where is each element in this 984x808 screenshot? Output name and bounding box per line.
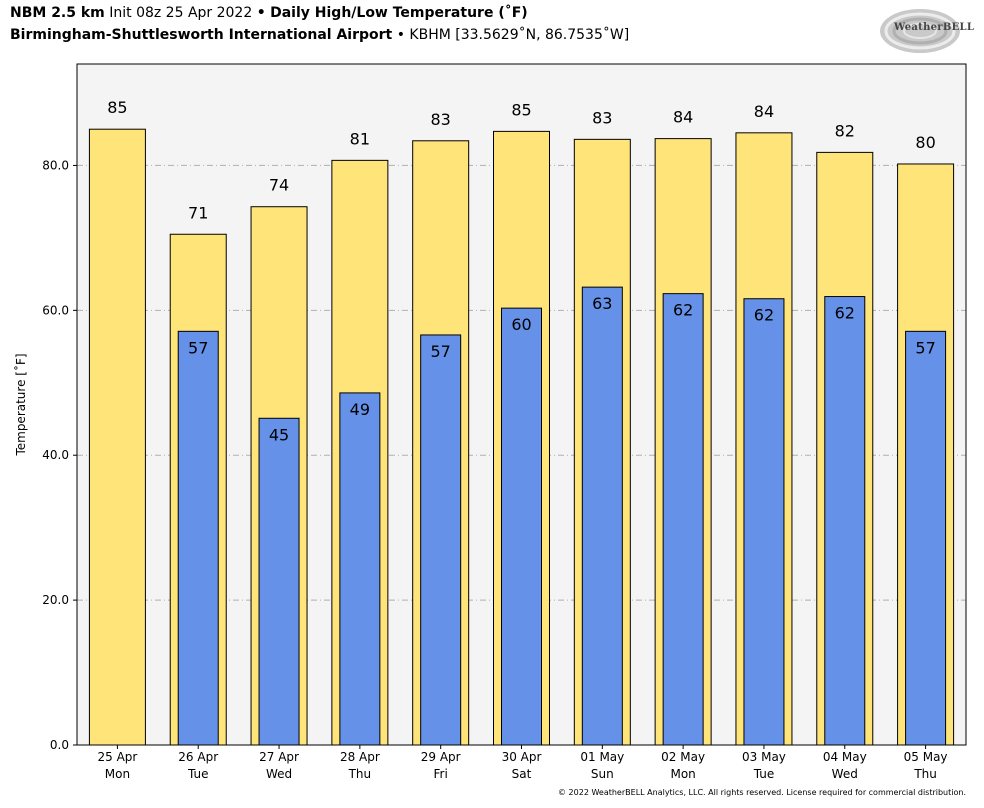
x-tick-date: 02 May (661, 750, 705, 764)
high-temp-label: 71 (188, 203, 208, 222)
y-axis-label: Temperature [˚F] (13, 353, 28, 456)
y-tick-label: 80.0 (42, 158, 69, 172)
product-name: Daily High/Low Temperature (˚F) (270, 5, 528, 21)
x-tick-day: Mon (670, 767, 695, 781)
high-temp-label: 85 (107, 98, 127, 117)
low-temp-bar (743, 298, 785, 746)
low-temp-bar (501, 307, 542, 746)
x-tick-date: 05 May (904, 750, 948, 764)
logo-swirl-icon (880, 9, 960, 53)
chart-title-line-2: Birmingham-Shuttlesworth International A… (10, 27, 629, 43)
x-tick-day: Mon (105, 767, 130, 781)
x-tick-date: 26 Apr (178, 750, 218, 764)
high-temp-bar (88, 128, 146, 746)
high-temp-label: 84 (754, 102, 774, 121)
low-temp-label: 62 (673, 301, 693, 320)
high-temp-label: 74 (269, 176, 289, 195)
y-tick-label: 60.0 (42, 303, 69, 317)
high-temp-label: 83 (592, 108, 612, 127)
x-tick-day: Thu (348, 767, 372, 781)
low-temp-bar (824, 296, 866, 746)
weatherbell-logo: WeatherBELL (876, 6, 974, 56)
high-temp-label: 84 (673, 108, 693, 127)
low-temp-bar (662, 293, 704, 746)
model-name: NBM 2.5 km (10, 5, 105, 21)
x-tick-date: 29 Apr (421, 750, 461, 764)
low-temp-label: 57 (188, 338, 208, 357)
low-temp-label: 57 (915, 338, 935, 357)
x-tick-day: Wed (266, 767, 292, 781)
low-temp-bar (258, 417, 300, 746)
low-temp-label: 63 (592, 294, 612, 313)
copyright-notice: © 2022 WeatherBELL Analytics, LLC. All r… (558, 788, 966, 797)
low-temp-bar (339, 392, 381, 746)
low-temp-label: 49 (350, 400, 370, 419)
x-tick-date: 04 May (823, 750, 867, 764)
x-tick-date: 01 May (580, 750, 624, 764)
y-tick-label: 40.0 (42, 448, 69, 462)
x-tick-day: Fri (434, 767, 448, 781)
chart-title-line-1: NBM 2.5 km Init 08z 25 Apr 2022 • Daily … (10, 5, 528, 21)
high-temp-label: 83 (431, 110, 451, 129)
low-temp-label: 60 (511, 315, 531, 334)
y-tick-label: 0.0 (50, 738, 69, 752)
low-temp-label: 62 (835, 304, 855, 323)
x-tick-date: 30 Apr (502, 750, 542, 764)
y-tick-label: 20.0 (42, 593, 69, 607)
x-tick-day: Tue (753, 767, 775, 781)
x-tick-day: Sat (512, 767, 532, 781)
bullet-separator: • (256, 5, 266, 21)
low-temp-bar (581, 286, 623, 746)
init-time: Init 08z 25 Apr 2022 (109, 5, 253, 21)
x-tick-date: 27 Apr (259, 750, 299, 764)
x-tick-day: Sun (591, 767, 614, 781)
x-tick-day: Wed (832, 767, 858, 781)
high-temp-label: 80 (915, 133, 935, 152)
low-temp-label: 57 (431, 342, 451, 361)
plot-frame (76, 63, 967, 746)
low-temp-bar (420, 334, 462, 746)
station-info: KBHM [33.5629˚N, 86.7535˚W] (409, 27, 630, 43)
x-tick-day: Thu (913, 767, 937, 781)
x-tick-day: Tue (187, 767, 209, 781)
logo-text: WeatherBELL (894, 22, 975, 33)
x-tick-date: 28 Apr (340, 750, 380, 764)
station-name: Birmingham-Shuttlesworth International A… (10, 27, 393, 43)
high-temp-label: 85 (511, 100, 531, 119)
x-tick-date: 03 May (742, 750, 786, 764)
low-temp-label: 45 (269, 425, 289, 444)
bullet-separator-2: • (396, 27, 405, 43)
x-tick-date: 25 Apr (97, 750, 137, 764)
high-temp-label: 81 (350, 129, 370, 148)
low-temp-bar (177, 330, 219, 746)
low-temp-bar (905, 330, 947, 746)
high-temp-label: 82 (835, 121, 855, 140)
low-temp-label: 62 (754, 306, 774, 325)
